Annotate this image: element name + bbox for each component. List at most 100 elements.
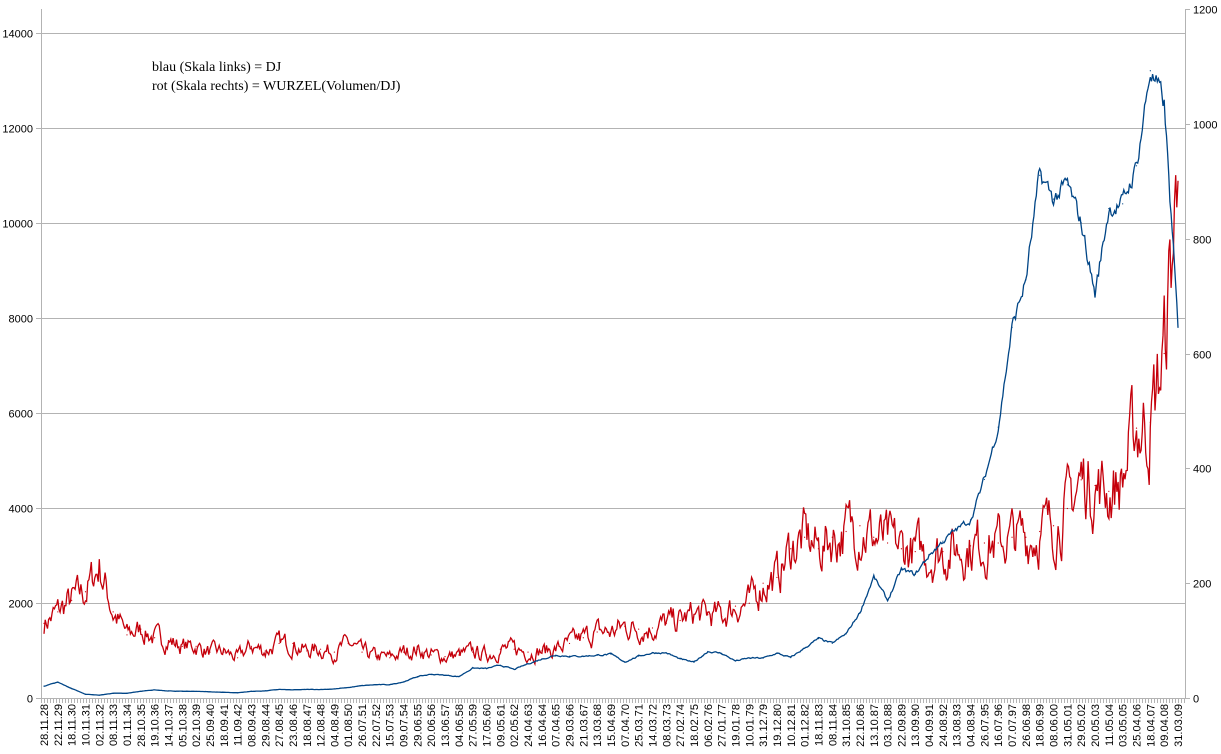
volume-ratio-point — [416, 648, 418, 650]
annotation-red: rot (Skala rechts) = WURZEL(Volumen/DJ) — [152, 79, 401, 94]
x-tick-label: 05.10.38 — [177, 704, 189, 747]
axes — [36, 9, 1190, 703]
dj-point — [804, 647, 806, 649]
dj-point — [402, 681, 405, 683]
dj-point — [306, 688, 308, 691]
volume-ratio-point — [624, 625, 626, 627]
left-axis-ticks: 0 2000 4000 6000 8000 10000 12000 14000 — [2, 29, 33, 706]
dj-point — [209, 691, 211, 693]
dj-point — [610, 653, 612, 655]
x-tick-label: 07.04.70 — [620, 704, 632, 747]
volume-ratio-point — [721, 615, 723, 618]
volume-ratio-point — [195, 645, 197, 647]
volume-ratio-point — [900, 548, 903, 550]
x-tick-label: 08.06.00 — [1049, 704, 1061, 747]
dj-point — [721, 652, 723, 654]
volume-ratio-point — [734, 605, 737, 607]
x-tick-label: 19.01.78 — [730, 704, 742, 747]
dj-point — [57, 681, 59, 683]
dj-point — [416, 676, 418, 678]
volume-ratio-point — [430, 654, 432, 656]
dj-point — [140, 690, 142, 692]
volume-ratio-point — [292, 642, 294, 645]
x-tick-label: 15.07.53 — [385, 704, 397, 747]
volume-ratio-point — [1108, 490, 1110, 492]
volume-ratio-point — [43, 622, 45, 624]
volume-ratio-point — [568, 642, 571, 645]
dj-point — [98, 694, 100, 696]
dj-point — [679, 658, 681, 660]
dj-point — [43, 685, 45, 687]
dj-point — [361, 685, 363, 687]
dj-point — [264, 690, 266, 692]
x-tick-label: 18.02.75 — [689, 704, 701, 747]
left-tick-label: 2000 — [9, 599, 33, 611]
volume-ratio-point — [942, 550, 944, 553]
dj-point — [624, 661, 626, 663]
volume-ratio-point — [610, 631, 612, 633]
dj-point — [1025, 279, 1027, 281]
x-tick-label: 18.11.30 — [67, 704, 79, 746]
volume-ratio-point — [969, 545, 972, 547]
dj-point — [1080, 222, 1082, 224]
x-tick-label: 19.12.80 — [772, 704, 784, 747]
x-tick-label: 15.04.69 — [606, 704, 618, 747]
dj-point — [845, 633, 847, 635]
dj-point — [831, 642, 833, 644]
chart-annotation: blau (Skala links) = DJ rot (Skala recht… — [152, 58, 400, 96]
volume-ratio-point — [140, 628, 142, 630]
left-tick-label: 14000 — [2, 29, 33, 41]
dj-point — [859, 611, 861, 614]
volume-ratio-point — [361, 651, 363, 653]
volume-ratio-point — [319, 648, 322, 650]
x-tick-label: 09.05.61 — [495, 704, 507, 747]
dj-point — [71, 687, 73, 690]
dj-point — [1011, 326, 1013, 328]
volume-ratio-point — [817, 548, 820, 550]
dj-series-line — [43, 73, 1179, 696]
dj-point — [873, 576, 875, 578]
x-tick-label: 10.12.81 — [786, 704, 798, 747]
x-tick-label: 16.07.96 — [993, 704, 1005, 747]
volume-ratio-point — [485, 654, 488, 656]
volume-ratio-point — [1122, 479, 1124, 481]
volume-ratio-point — [1135, 427, 1138, 429]
x-tick-label: 13.03.68 — [592, 704, 604, 747]
dj-point — [956, 528, 958, 530]
x-tick-label: 14.10.37 — [163, 704, 175, 747]
x-tick-label: 18.08.47 — [302, 704, 314, 747]
volume-ratio-point — [71, 599, 73, 601]
volume-ratio-point — [499, 648, 501, 650]
dj-point — [513, 668, 515, 671]
dj-point — [292, 689, 294, 691]
x-tick-label: 17.05.60 — [482, 704, 494, 747]
dj-point — [748, 657, 750, 659]
dj-point — [333, 688, 336, 690]
volume-ratio-point — [555, 648, 557, 650]
dj-point — [485, 667, 488, 670]
x-tick-label: 04.06.58 — [454, 704, 466, 747]
x-tick-label: 27.02.74 — [675, 704, 687, 747]
dj-point — [928, 554, 930, 557]
dj-point — [665, 652, 667, 654]
dj-point — [499, 664, 501, 666]
x-tick-label: 07.07.97 — [1007, 704, 1019, 747]
x-tick-label: 19.10.36 — [150, 704, 162, 747]
dj-point — [126, 692, 128, 694]
volume-ratio-point — [250, 645, 253, 647]
dj-point — [983, 478, 985, 481]
dj-point — [707, 650, 709, 653]
x-tick-label: 28.10.35 — [136, 704, 148, 747]
dj-point — [112, 692, 114, 694]
volume-ratio-point — [1066, 507, 1068, 510]
x-tick-label: 18.09.41 — [219, 704, 231, 747]
dj-point — [1108, 207, 1110, 210]
left-tick-label: 0 — [27, 694, 33, 706]
volume-ratio-point — [264, 650, 266, 652]
dj-point — [375, 684, 377, 686]
volume-ratio-point — [651, 627, 654, 629]
volume-ratio-point — [527, 651, 529, 653]
right-tick-label: 400 — [1193, 464, 1211, 476]
dj-point — [555, 654, 557, 656]
x-tick-label: 10.01.79 — [744, 704, 756, 747]
